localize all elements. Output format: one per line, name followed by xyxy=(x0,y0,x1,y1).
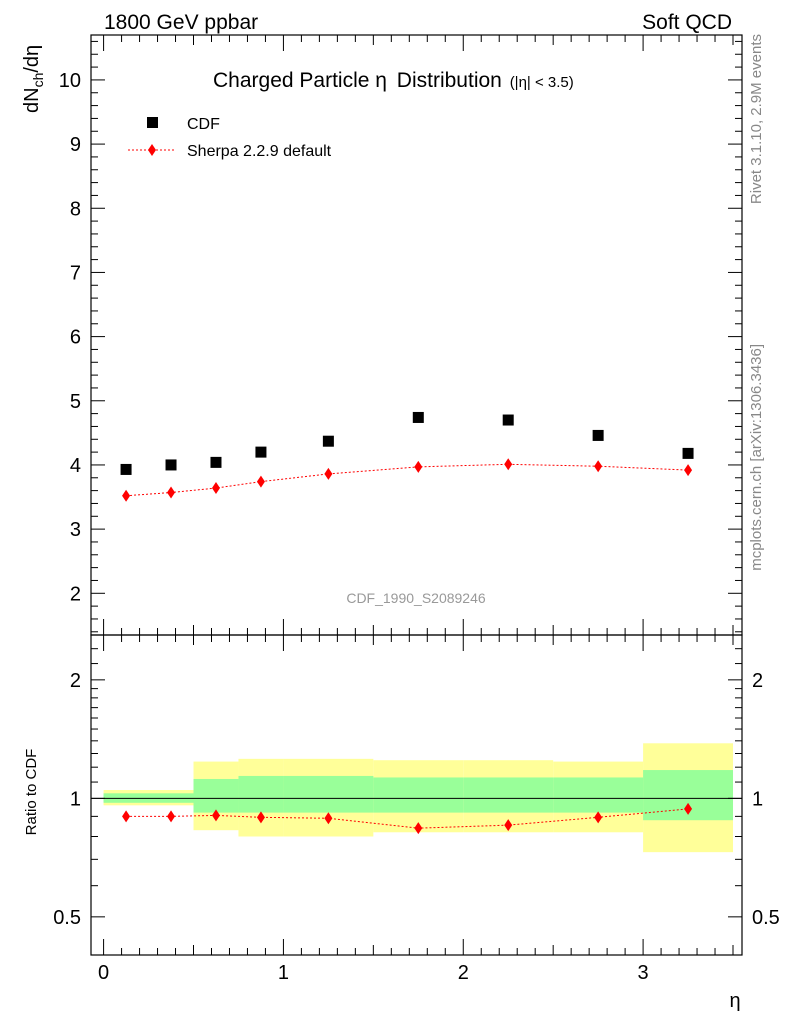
x-tick-label: 0 xyxy=(98,962,109,984)
ratio-data-point xyxy=(324,812,333,825)
ratio-inner-band xyxy=(553,777,644,813)
sherpa-data-point xyxy=(167,486,176,499)
x-tick-label: 3 xyxy=(638,962,649,984)
mcplots-label: mcplots.cern.ch [arXiv:1306.3436] xyxy=(748,344,765,571)
ratio-data-point xyxy=(122,810,131,823)
main-y-axis-label: dNch/dη xyxy=(21,45,46,113)
sherpa-data-point xyxy=(324,467,333,480)
plot-title-main: Charged Particle xyxy=(213,69,369,92)
sherpa-data-point xyxy=(211,482,220,495)
ratio-inner-band xyxy=(283,775,374,813)
plot-title-tail: Distribution xyxy=(397,69,502,92)
main-y-tick-label: 6 xyxy=(70,327,81,349)
energy-label: 1800 GeV ppbar xyxy=(104,11,258,34)
ratio-y-tick-label-right: 0.5 xyxy=(752,907,780,929)
main-plot-panel: 2 3 4 5 6 7 8 9 10 xyxy=(59,34,743,636)
ratio-data-point xyxy=(211,809,220,822)
ratio-plot-panel: 0.5 0.5 1 1 2 2 0 1 2 3 xyxy=(53,634,780,984)
plot-title-cut: (|η| < 3.5) xyxy=(510,74,574,91)
cdf-data-point xyxy=(682,447,694,459)
main-y-tick-label: 4 xyxy=(70,455,81,477)
main-y-tick-label: 5 xyxy=(70,391,81,413)
main-y-tick-label: 3 xyxy=(70,519,81,541)
y-label-tail: /dη xyxy=(21,45,43,73)
main-y-tick-label: 8 xyxy=(70,198,81,220)
ratio-y-tick-label-right: 2 xyxy=(752,670,763,692)
ratio-y-tick-label: 2 xyxy=(70,670,81,692)
cdf-data-point xyxy=(322,435,334,447)
ratio-data-point xyxy=(504,819,513,832)
main-y-tick-label: 2 xyxy=(70,583,81,605)
y-label-sub: ch xyxy=(30,73,46,88)
sherpa-data-point xyxy=(256,475,265,488)
cdf-data-point xyxy=(412,411,424,423)
cdf-data-point xyxy=(210,456,222,468)
ratio-y-tick-label: 0.5 xyxy=(53,907,81,929)
category-label: Soft QCD xyxy=(642,11,732,34)
ratio-inner-band xyxy=(463,777,554,813)
analysis-watermark: CDF_1990_S2089246 xyxy=(346,590,486,606)
legend: CDF Sherpa 2.2.9 default xyxy=(128,116,332,160)
main-y-tick-label: 7 xyxy=(70,262,81,284)
plot-title-symbol: η xyxy=(375,69,387,92)
main-y-tick-label: 10 xyxy=(59,70,81,92)
ratio-y-axis-label: Ratio to CDF xyxy=(23,749,40,836)
sherpa-data-point xyxy=(414,460,423,473)
cdf-data-point xyxy=(502,414,514,426)
cdf-data-point xyxy=(255,446,267,458)
ratio-data-point xyxy=(167,810,176,823)
sherpa-data-point xyxy=(594,460,603,473)
sherpa-data-point xyxy=(504,458,513,471)
ratio-data-point xyxy=(684,802,693,815)
ratio-y-tick-label: 1 xyxy=(70,788,81,810)
ratio-plot-frame xyxy=(90,634,743,956)
x-axis-label: η xyxy=(729,990,740,1012)
main-series-line xyxy=(126,463,689,497)
ratio-inner-band xyxy=(238,775,284,813)
legend-cdf-marker xyxy=(147,117,158,128)
cdf-data-point xyxy=(165,459,177,471)
sherpa-data-point xyxy=(122,489,131,502)
legend-cdf-label: CDF xyxy=(187,116,220,133)
ratio-inner-band xyxy=(373,777,464,813)
plot-title: Charged Particle η Distribution (|η| < 3… xyxy=(213,69,574,92)
ratio-inner-band xyxy=(193,778,239,813)
cdf-data-point xyxy=(592,429,604,441)
legend-sherpa-label: Sherpa 2.2.9 default xyxy=(187,143,332,160)
y-label-main: dN xyxy=(21,87,43,113)
ratio-data-point xyxy=(414,822,423,835)
ratio-y-tick-label-right: 1 xyxy=(752,788,763,810)
rivet-label: Rivet 3.1.10, 2.9M events xyxy=(748,34,765,204)
ratio-data-point xyxy=(256,811,265,824)
x-tick-label: 2 xyxy=(458,962,469,984)
ratio-data-point xyxy=(594,811,603,824)
sherpa-data-point xyxy=(684,464,693,477)
legend-sherpa-marker xyxy=(148,144,156,156)
cdf-data-point xyxy=(120,463,132,475)
main-y-tick-label: 9 xyxy=(70,134,81,156)
x-tick-label: 1 xyxy=(278,962,289,984)
